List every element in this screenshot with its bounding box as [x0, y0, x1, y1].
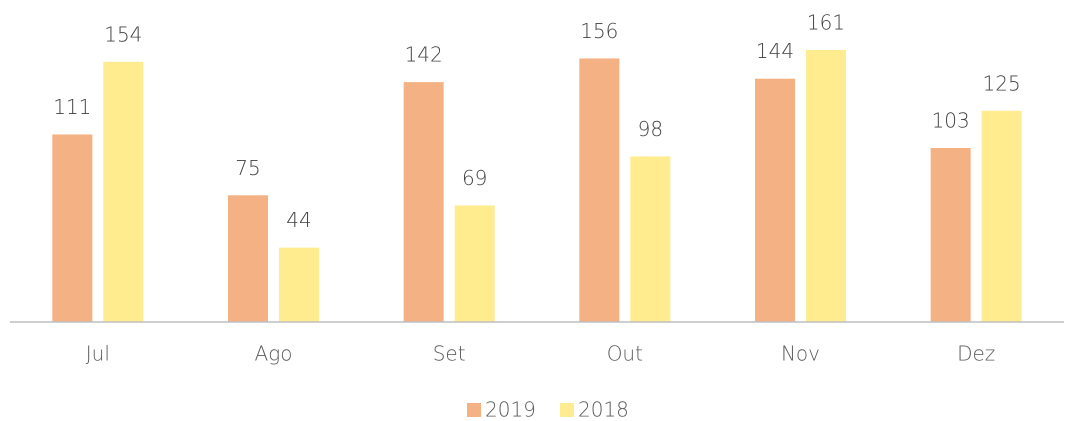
legend-swatch: [560, 403, 574, 417]
value-label: 69: [462, 166, 487, 190]
value-label: 98: [638, 117, 663, 141]
x-tick-label: Out: [607, 342, 643, 366]
bar: [579, 58, 620, 322]
x-tick-label: Set: [433, 342, 466, 366]
legend-label: 2019: [485, 398, 536, 421]
value-label: 44: [286, 208, 311, 232]
legend-label: 2018: [578, 398, 629, 421]
bar: [930, 147, 971, 322]
x-tick-label: Ago: [255, 342, 293, 366]
value-label: 125: [983, 71, 1021, 95]
value-label: 144: [756, 39, 794, 63]
value-label: 154: [104, 22, 142, 46]
x-tick-label: Nov: [781, 342, 820, 366]
bar: [454, 205, 495, 322]
value-label: 142: [405, 43, 443, 67]
value-label: 161: [807, 11, 845, 35]
bar: [403, 82, 444, 322]
bar: [755, 78, 795, 323]
bar: [52, 134, 93, 322]
x-tick-label: Dez: [957, 342, 995, 366]
bar: [103, 61, 144, 323]
x-tick-label: Jul: [86, 342, 110, 366]
bar: [630, 156, 671, 322]
bar: [806, 50, 846, 322]
value-label: 103: [932, 108, 970, 132]
legend-swatch: [467, 403, 481, 417]
bar: [228, 195, 268, 322]
bar: [279, 247, 319, 322]
value-label: 75: [235, 156, 260, 180]
value-label: 111: [53, 95, 91, 119]
value-label: 156: [580, 19, 618, 43]
bar: [981, 110, 1022, 322]
